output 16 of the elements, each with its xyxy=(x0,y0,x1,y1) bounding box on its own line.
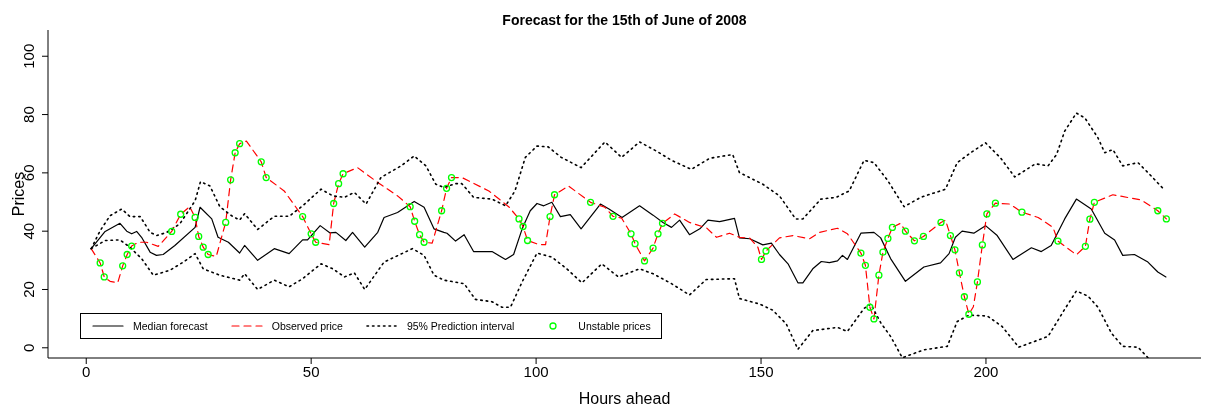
x-tick-label: 150 xyxy=(748,362,774,380)
y-tick-label: 80 xyxy=(20,106,37,123)
y-tick-label: 40 xyxy=(20,222,37,240)
y-tick-label: 100 xyxy=(20,43,37,69)
legend-label: Unstable prices xyxy=(578,320,651,332)
y-tick-label: 0 xyxy=(20,343,37,352)
legend-label: Observed price xyxy=(271,320,343,332)
chart-title: Forecast for the 15th of June of 2008 xyxy=(501,12,748,28)
x-tick-label: 50 xyxy=(302,362,320,380)
legend-label: 95% Prediction interval xyxy=(406,320,515,332)
y-tick-label: 20 xyxy=(20,281,37,298)
x-axis-title: Hours ahead xyxy=(578,390,671,407)
x-tick-label: 200 xyxy=(973,362,999,380)
legend-label: Median forecast xyxy=(133,320,208,332)
x-tick-label: 100 xyxy=(523,362,549,380)
x-tick-label: 0 xyxy=(82,362,91,380)
